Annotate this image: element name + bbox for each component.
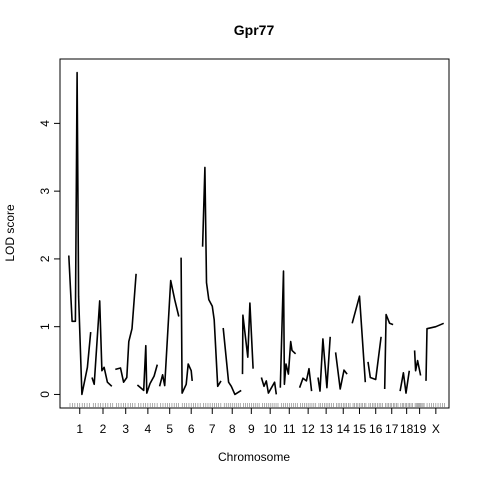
x-axis: 1 2 3 4 5 6 7 8 9 10 11 12 13 14 15 16 17 18 19 X: [76, 408, 440, 436]
y-axis: 0 1 2 3 4: [38, 120, 60, 398]
lod-curve-chr-19: [413, 350, 422, 376]
x-tick-label: 2: [100, 422, 107, 436]
lod-curve-chr-3: [115, 273, 137, 384]
x-tick-label: 7: [209, 422, 216, 436]
lod-curve-chr-14: [334, 352, 348, 390]
plot-frame: [59, 58, 450, 409]
lod-curve-chr-6: [180, 257, 193, 394]
x-tick-label: 4: [145, 422, 152, 436]
y-tick-label: 0: [38, 391, 52, 398]
lod-curve-chr-7: [201, 166, 222, 388]
x-tick-label: 16: [369, 422, 383, 436]
lod-curve-chr-16: [367, 336, 382, 381]
y-tick-label: 1: [38, 323, 52, 330]
x-tick-label: 5: [166, 422, 173, 436]
y-tick-label: 4: [38, 120, 52, 127]
x-tick-label: 8: [229, 422, 236, 436]
lod-curve-chr-12: [298, 367, 313, 392]
y-tick-label: 2: [38, 255, 52, 262]
x-tick-label: 12: [301, 422, 315, 436]
y-axis-label: LOD score: [3, 204, 17, 262]
x-tick-label: 17: [385, 422, 399, 436]
x-tick-label: 3: [122, 422, 129, 436]
x-tick-label: 9: [248, 422, 255, 436]
lod-curve-chr-4: [136, 344, 159, 394]
x-tick-label: 10: [264, 422, 278, 436]
lod-curve-chr-10: [260, 377, 278, 395]
lod-curve-chr-9: [241, 302, 254, 375]
y-tick-label: 3: [38, 187, 52, 194]
lod-curve-chr-8: [222, 327, 242, 396]
x-tick-label: 19: [413, 422, 427, 436]
x-axis-label: Chromosome: [218, 450, 290, 464]
lod-curve-chr-1: [68, 71, 92, 396]
x-tick-label: 14: [337, 422, 351, 436]
lod-curve-chr-11: [279, 270, 297, 388]
lod-curve-chr-13: [317, 336, 331, 392]
lod-curve-chr-5: [158, 279, 180, 387]
chart-title: Gpr77: [234, 22, 275, 38]
lod-curve-chr-x: [425, 322, 445, 381]
x-tick-label: 11: [283, 422, 296, 436]
x-tick-label: 6: [188, 422, 195, 436]
lod-curve-chr-18: [399, 370, 411, 394]
x-tick-label: 15: [353, 422, 367, 436]
x-tick-label: X: [432, 422, 440, 436]
lod-curve-chr-2: [91, 300, 113, 387]
marker-rug: [69, 403, 445, 408]
x-tick-label: 13: [319, 422, 333, 436]
x-tick-label: 1: [76, 422, 83, 436]
lod-curve-chr-15: [351, 295, 367, 383]
lod-curve-chr-17: [383, 313, 394, 390]
x-tick-label: 18: [400, 422, 414, 436]
lod-curves: [68, 71, 445, 396]
